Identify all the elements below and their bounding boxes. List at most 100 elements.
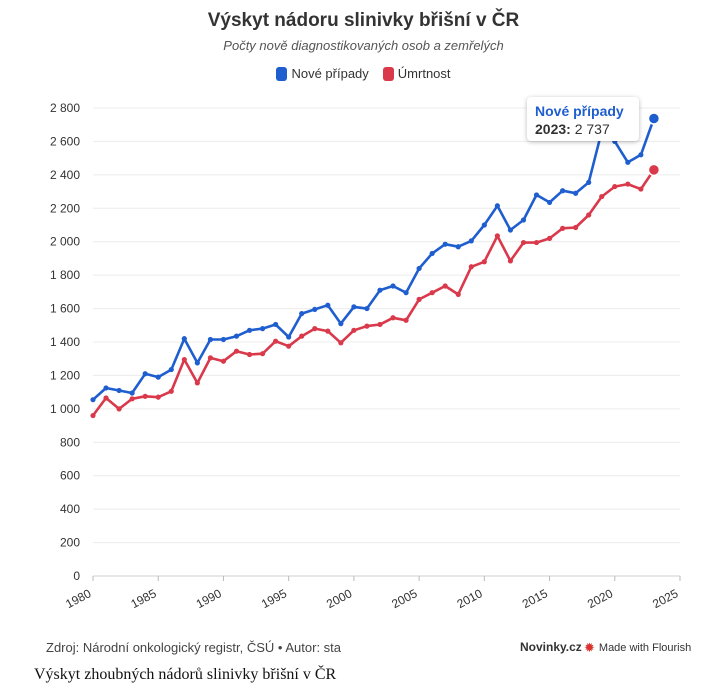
data-point <box>494 233 500 239</box>
data-point <box>312 326 318 332</box>
data-point <box>142 393 148 399</box>
data-point <box>168 366 174 373</box>
data-point <box>246 327 253 333</box>
data-point <box>103 385 109 391</box>
data-point <box>259 326 266 332</box>
data-point <box>338 321 344 327</box>
data-point <box>246 351 253 358</box>
tooltip-series: Nové případy <box>535 103 624 119</box>
y-tick-label: 1 600 <box>50 302 80 316</box>
y-tick-label: 1 400 <box>50 335 80 349</box>
data-point <box>586 212 592 218</box>
data-point <box>533 239 540 246</box>
chart-subtitle: Počty nově diagnostikovaných osob a zemř… <box>223 38 504 53</box>
data-point <box>573 190 579 196</box>
legend-swatch-new-cases <box>276 66 288 81</box>
y-tick-label: 1 000 <box>50 402 80 416</box>
y-tick-label: 2 400 <box>50 168 80 182</box>
series-line-1 <box>91 169 655 417</box>
data-point <box>560 188 566 194</box>
data-point <box>155 394 161 400</box>
data-point <box>299 310 305 317</box>
data-point <box>468 238 474 244</box>
series-line-0 <box>92 118 656 401</box>
data-point <box>638 152 644 158</box>
figure-caption: Výskyt zhoubných nádorů slinivky břišní … <box>34 666 337 683</box>
data-point <box>416 265 422 272</box>
data-point <box>90 397 96 403</box>
data-point <box>90 412 96 419</box>
data-point <box>377 287 383 293</box>
data-point <box>520 239 527 246</box>
data-point <box>207 336 213 343</box>
x-tick-label: 2010 <box>455 586 485 611</box>
data-point <box>599 193 605 200</box>
data-point <box>364 323 370 329</box>
data-point <box>312 306 318 313</box>
data-point <box>390 315 396 321</box>
data-point <box>455 244 461 250</box>
data-point <box>647 163 661 177</box>
tooltip-value: 2 737 <box>574 121 610 137</box>
legend-item-new-cases[interactable]: Nové případy <box>276 66 369 81</box>
brand-logo[interactable]: Novinky.cz <box>520 640 582 654</box>
data-point <box>560 225 566 231</box>
x-tick-label: 2020 <box>585 586 615 611</box>
flourish-burst-icon: ✹ <box>584 640 595 655</box>
data-point <box>364 305 370 312</box>
data-point <box>442 283 448 289</box>
made-with-flourish[interactable]: ✹ Made with Flourish <box>584 640 691 656</box>
data-point <box>403 317 409 323</box>
tooltip-body: 2023: 2 737 <box>535 121 631 137</box>
data-point <box>129 396 135 402</box>
data-point <box>638 186 644 192</box>
data-point <box>181 356 187 363</box>
source-note: Zdroj: Národní onkologický registr, ČSÚ … <box>46 640 342 655</box>
data-point <box>351 304 357 310</box>
data-point <box>103 395 109 401</box>
made-with-label: Made with Flourish <box>598 642 692 654</box>
data-point <box>286 334 292 340</box>
data-point <box>416 296 422 302</box>
x-tick-label: 1995 <box>259 586 289 611</box>
y-tick-label: 1 800 <box>50 268 80 282</box>
chart-title: Výskyt nádoru slinivky břišní v ČR <box>207 10 520 31</box>
data-point <box>533 192 540 198</box>
data-point <box>116 406 122 412</box>
data-point <box>259 351 266 357</box>
y-tick-label: 2 800 <box>50 101 80 115</box>
legend-label-new-cases: Nové případy <box>291 66 369 81</box>
data-point <box>273 321 279 328</box>
data-point <box>468 264 474 270</box>
data-point <box>507 258 514 264</box>
data-point <box>207 355 213 361</box>
line-chart: 0 200 400 600 800 1 000 1 200 1 400 1 600 1 800 2 … <box>50 101 681 611</box>
y-tick-label: 0 <box>73 569 80 583</box>
data-point <box>390 283 396 289</box>
data-point <box>494 203 500 209</box>
data-point <box>155 374 161 380</box>
x-tick-label: 2015 <box>520 586 550 611</box>
legend-label-mortality: Úmrtnost <box>397 66 451 81</box>
data-point <box>233 333 240 339</box>
data-point <box>647 112 661 125</box>
data-point <box>481 222 487 228</box>
y-tick-label: 200 <box>60 536 80 550</box>
data-point <box>481 259 487 265</box>
data-point <box>168 388 174 394</box>
data-point <box>403 290 409 296</box>
data-point <box>194 380 200 386</box>
x-tick-label: 2005 <box>389 586 419 611</box>
data-point <box>612 183 618 190</box>
y-tick-label: 400 <box>60 502 80 516</box>
data-point <box>325 328 331 334</box>
data-point <box>455 291 461 297</box>
x-tick-label: 1980 <box>63 586 93 611</box>
data-point <box>338 340 344 346</box>
x-tick-label: 1985 <box>128 586 158 611</box>
legend: Nové případy Úmrtnost <box>0 66 727 81</box>
data-point <box>220 358 227 364</box>
data-point <box>625 181 631 187</box>
legend-item-mortality[interactable]: Úmrtnost <box>382 66 451 81</box>
y-tick-label: 800 <box>60 435 80 449</box>
